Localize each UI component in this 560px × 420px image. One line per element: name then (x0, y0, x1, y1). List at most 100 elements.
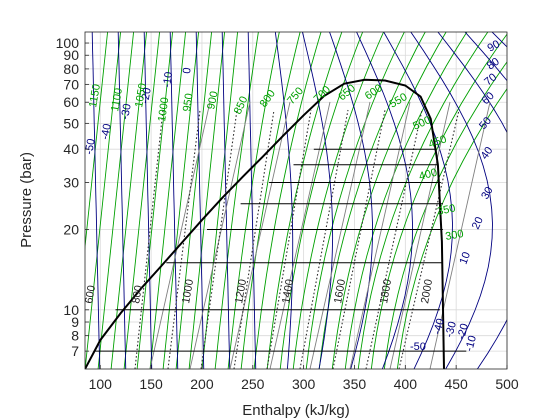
y-tick-label: 30 (63, 175, 79, 191)
isotherm-line (221, 32, 231, 369)
curve-label: 600 (83, 284, 98, 304)
x-tick-label: 100 (89, 376, 113, 392)
isotherm-line (91, 32, 101, 369)
isotherm-line (169, 32, 179, 369)
isentrope-line (279, 32, 364, 369)
curve-label: 1800 (378, 278, 394, 304)
isentrope-line (85, 32, 122, 369)
curve-label: 1050 (133, 82, 149, 108)
isotherm-line (117, 32, 127, 369)
x-tick-label: 450 (444, 376, 468, 392)
isentrope-line (266, 32, 343, 369)
x-tick-label: 150 (139, 376, 163, 392)
curve-label: 1150 (87, 83, 103, 108)
isentrope-line (331, 32, 447, 369)
isentrope-line (344, 32, 468, 369)
quality-line (134, 109, 164, 369)
curve-label: 1200 (233, 278, 249, 304)
curve-label: -40 (431, 317, 447, 335)
y-tick-label: 70 (63, 76, 79, 92)
isentrope-line (305, 32, 405, 369)
isentrope-line (162, 32, 200, 369)
isotherm-line (195, 32, 205, 369)
isotherm-line (301, 32, 334, 369)
isotherm-line (383, 32, 453, 369)
curves (85, 32, 507, 369)
isotherm-line (356, 32, 413, 369)
x-tick-label: 400 (394, 376, 418, 392)
y-tick-label: 10 (63, 302, 79, 318)
plot-frame (84, 31, 508, 370)
isentrope-line (370, 33, 507, 369)
quality-line (365, 109, 423, 369)
curve-label: 40 (479, 145, 496, 162)
isentrope-line (123, 32, 161, 369)
isentrope-line (175, 32, 213, 369)
y-tick-label: 50 (63, 115, 79, 131)
isentrope-line (214, 32, 259, 369)
isotherm-line (437, 32, 507, 369)
curve-label: 1400 (280, 278, 296, 304)
curve-label: 30 (479, 185, 496, 202)
y-tick-label: 90 (63, 47, 79, 63)
x-tick-label: 250 (241, 376, 265, 392)
isotherm-line (329, 32, 373, 369)
x-tick-label: 350 (343, 376, 367, 392)
curve-label: 80 (485, 56, 502, 73)
y-tick-label: 60 (63, 94, 79, 110)
isochore-line (389, 101, 451, 369)
quality-line (200, 109, 238, 369)
isotherm-line (410, 32, 493, 369)
isochore-line (269, 101, 331, 369)
y-tick-label: 80 (63, 61, 79, 77)
curve-label: 0 (181, 67, 194, 74)
quality-line (398, 109, 460, 369)
curve-label: -30 (119, 103, 134, 121)
isentrope-line (97, 32, 135, 369)
isentrope-line (253, 32, 322, 369)
curve-label: -20 (139, 87, 154, 105)
isentrope-line (149, 32, 187, 369)
curve-label: 900 (205, 90, 221, 110)
isotherm-line (274, 32, 294, 369)
curve-label: -30 (443, 320, 459, 338)
x-tick-label: 300 (292, 376, 316, 392)
x-axis-title: Enthalpy (kJ/kg) (242, 402, 350, 419)
curve-labels: -50-40-30-20-100102030405060708090-50-40… (83, 38, 502, 353)
curve-label: 300 (444, 228, 464, 243)
curve-label: 1600 (332, 278, 348, 304)
ticks: 100 150 200 250 300 350 400 450 5007891020304050… (56, 35, 519, 392)
plot-area (85, 32, 507, 369)
isochore-line (229, 101, 291, 369)
y-axis-title: Pressure (bar) (18, 152, 35, 248)
isentrope-line (240, 32, 301, 369)
curve-label: 800 (130, 284, 145, 304)
y-tick-label: 20 (63, 222, 79, 238)
y-tick-label: 100 (56, 35, 80, 51)
isentrope-line (396, 88, 507, 369)
curve-label: 400 (418, 167, 439, 183)
x-tick-label: 200 (190, 376, 214, 392)
isochore-line (149, 101, 211, 369)
curve-label: 1000 (180, 278, 196, 304)
curve-label: 20 (470, 215, 486, 231)
y-tick-label: 9 (71, 314, 79, 330)
isotherm-line (143, 32, 153, 369)
curve-label: 1100 (109, 87, 125, 112)
saturation-dome (85, 78, 445, 369)
y-tick-label: 8 (71, 328, 79, 344)
curve-label: 10 (458, 250, 473, 266)
y-tick-label: 7 (71, 343, 79, 359)
curve-label: 1000 (156, 97, 171, 123)
curve-label: -10 (463, 334, 479, 352)
isentrope-line (318, 32, 426, 369)
x-tick-label: 500 (495, 376, 519, 392)
curve-label: -50 (410, 341, 426, 353)
isentrope-line (188, 32, 226, 369)
curve-label: -10 (161, 71, 175, 88)
isotherm-line (247, 32, 257, 369)
curve-label: -50 (83, 138, 98, 156)
curve-label: 350 (436, 202, 456, 218)
isochore-line (349, 101, 411, 369)
